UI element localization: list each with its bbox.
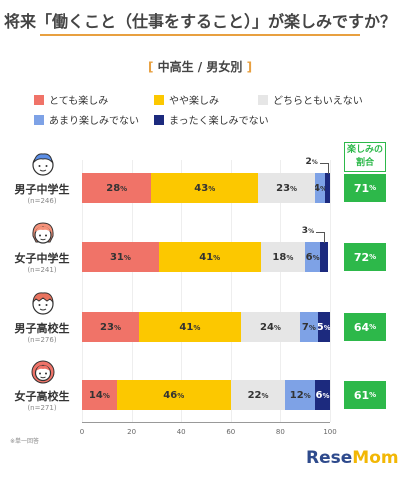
- footnote: ※単一回答: [10, 438, 40, 445]
- legend-label: やや楽しみ: [169, 96, 219, 107]
- sample-size-label: (n=271): [27, 404, 57, 412]
- data-label: 18%: [272, 251, 294, 263]
- title-underline: [40, 34, 360, 36]
- logo-part1: Rese: [306, 448, 353, 468]
- bar-segment: [325, 173, 330, 203]
- gridline: [181, 160, 183, 422]
- bar-segment: 28%: [82, 173, 152, 203]
- data-label: 41%: [179, 321, 201, 333]
- sample-size-label: (n=241): [27, 266, 57, 274]
- bar-segment: 18%: [260, 242, 306, 272]
- bar-segment: 41%: [139, 312, 241, 342]
- legend-item: あまり楽しみでない: [34, 112, 139, 127]
- bar-segment: 6%: [305, 242, 321, 272]
- subtitle-bracket-left: [: [147, 60, 154, 74]
- legend-label: あまり楽しみでない: [49, 116, 139, 127]
- data-label: 14%: [88, 389, 110, 401]
- legend-label: とても楽しみ: [49, 96, 109, 107]
- fun-ratio-value: 61%: [344, 381, 386, 409]
- legend-swatch: [154, 94, 164, 105]
- legend-swatch: [34, 94, 44, 105]
- bar-segment: 43%: [151, 173, 259, 203]
- y-category-label: 女子中学生: [14, 252, 70, 265]
- legend-label: まったく楽しみでない: [169, 116, 269, 127]
- legend-item: やや楽しみ: [154, 92, 219, 107]
- bar-segment: 12%: [285, 380, 316, 410]
- gridline: [230, 160, 232, 422]
- bar-segment: 23%: [258, 173, 316, 203]
- fun-ratio-value: 72%: [344, 243, 386, 271]
- data-label: 46%: [163, 389, 185, 401]
- chart-subtitle: [ 中高生 / 男女別 ]: [0, 58, 400, 75]
- data-label: 41%: [199, 251, 221, 263]
- x-axis: [82, 422, 330, 423]
- data-label: 23%: [276, 182, 298, 194]
- x-tick-label: 100: [323, 428, 337, 436]
- data-label: 6%: [315, 389, 330, 401]
- legend-swatch: [34, 114, 44, 125]
- bar-segment: 22%: [230, 380, 286, 410]
- bar-segment: 14%: [82, 380, 117, 410]
- chart-title: 将来「働くこと（仕事をすること）」が楽しみですか？: [3, 12, 396, 31]
- girl-face-icon: [30, 358, 56, 388]
- callout-label: 3%: [301, 226, 315, 236]
- y-category-label: 男子高校生: [14, 322, 70, 335]
- sample-size-label: (n=276): [27, 336, 57, 344]
- legend-item: どちらともいえない: [258, 92, 363, 107]
- sample-size-label: (n=246): [27, 197, 57, 205]
- legend-item: まったく楽しみでない: [154, 112, 269, 127]
- subtitle-bracket-right: ]: [246, 60, 253, 74]
- resemom-logo: ReseMom: [306, 448, 399, 468]
- fun-ratio-value: 64%: [344, 313, 386, 341]
- legend-item: とても楽しみ: [34, 92, 108, 107]
- legend-swatch: [258, 94, 268, 105]
- x-tick-label: 20: [127, 428, 137, 436]
- bar-segment: 4%: [315, 173, 326, 203]
- bar-segment: 41%: [158, 242, 261, 272]
- gridline: [82, 160, 83, 422]
- callout-label: 2%: [305, 157, 318, 167]
- bar-segment: [320, 242, 328, 272]
- callout-line: [315, 232, 325, 243]
- gridline: [131, 160, 133, 422]
- gridline: [280, 160, 282, 422]
- bar-segment: 46%: [116, 380, 231, 410]
- bar-segment: 24%: [240, 312, 301, 342]
- girl-face-icon: [30, 220, 56, 250]
- data-label: 5%: [317, 321, 330, 333]
- data-label: 22%: [247, 389, 269, 401]
- y-category-label: 男子中学生: [14, 183, 70, 196]
- data-label: 24%: [260, 321, 281, 333]
- boy-face-icon: [30, 151, 56, 181]
- boy-face-icon: [30, 290, 56, 320]
- fun-ratio-header: 楽しみの 割合: [344, 142, 386, 172]
- bar-segment: 23%: [82, 312, 140, 342]
- data-label: 7%: [301, 321, 316, 333]
- data-label: 43%: [194, 182, 216, 194]
- bar-segment: 5%: [317, 312, 330, 342]
- logo-part2: Mom: [352, 448, 399, 468]
- x-tick-label: 60: [226, 428, 236, 436]
- legend-label: どちらともいえない: [273, 96, 363, 107]
- x-tick-label: 40: [176, 428, 186, 436]
- data-label: 12%: [289, 389, 311, 401]
- x-tick-label: 80: [275, 428, 285, 436]
- data-label: 28%: [106, 182, 128, 194]
- gridline: [330, 160, 331, 422]
- bar-segment: 6%: [315, 380, 330, 410]
- legend-swatch: [154, 114, 164, 125]
- bar-segment: 31%: [82, 242, 159, 272]
- data-label: 23%: [100, 321, 121, 333]
- y-category-label: 女子高校生: [14, 390, 70, 403]
- bar-segment: 7%: [300, 312, 318, 342]
- x-tick-label: 0: [79, 428, 85, 436]
- data-label: 6%: [305, 251, 320, 263]
- fun-ratio-value: 71%: [344, 174, 386, 202]
- callout-line: [319, 163, 329, 174]
- data-label: 31%: [109, 251, 131, 263]
- subtitle-text: 中高生 / 男女別: [157, 60, 243, 74]
- data-label: 4%: [315, 182, 325, 194]
